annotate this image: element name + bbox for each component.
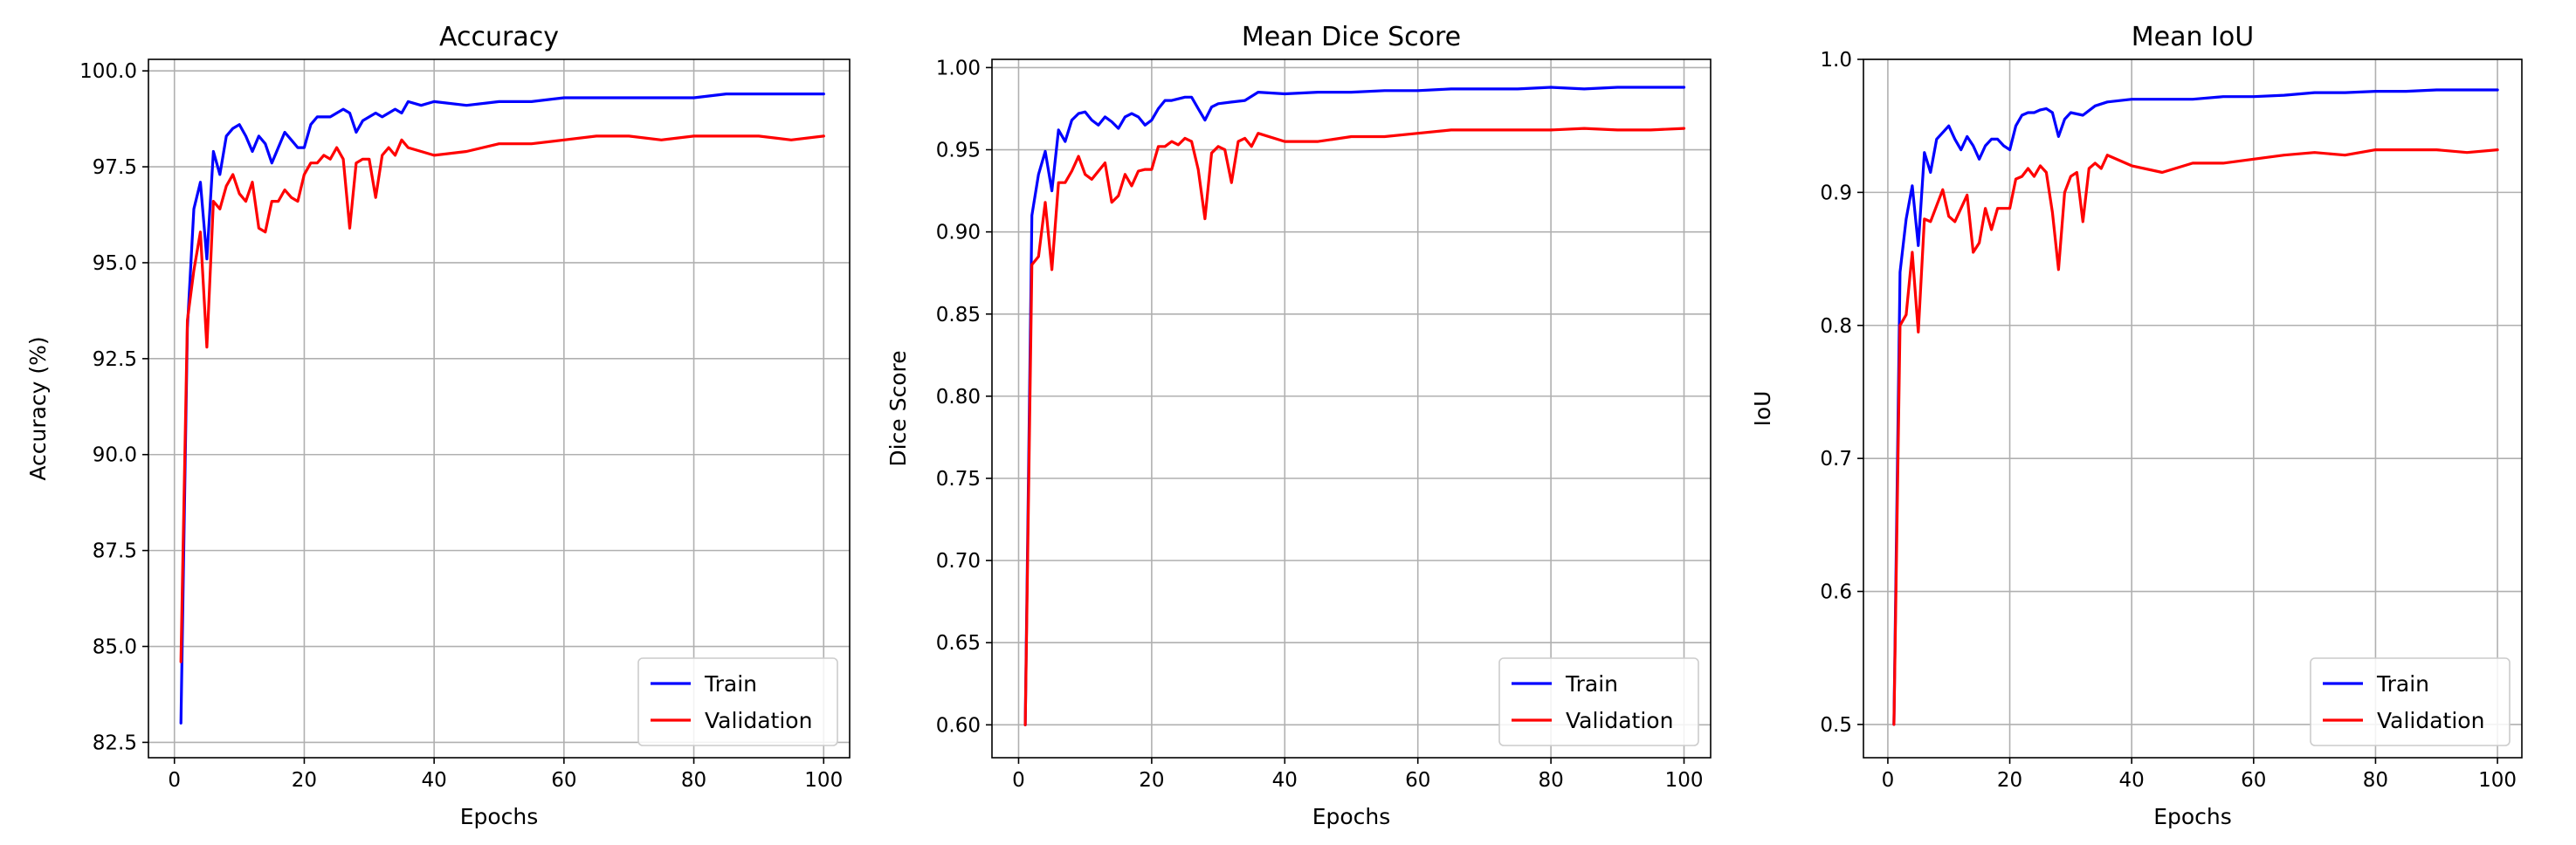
- y-axis-label: Dice Score: [885, 350, 911, 466]
- grid: [992, 59, 1711, 758]
- x-tick-label: 20: [1139, 769, 1164, 792]
- x-axis-label: Epochs: [1312, 804, 1391, 829]
- series-line-train: [1023, 86, 1686, 727]
- series-line-validation: [179, 134, 825, 663]
- y-tick-label: 0.60: [936, 714, 981, 737]
- y-tick-label: 87.5: [93, 540, 137, 563]
- x-tick-label: 100: [804, 769, 843, 792]
- y-tick-label: 0.8: [1820, 315, 1852, 338]
- x-tick-label: 40: [2119, 769, 2145, 792]
- y-tick-label: 0.65: [936, 632, 981, 655]
- y-tick-label: 92.5: [93, 348, 137, 371]
- x-axis-label: Epochs: [460, 804, 539, 829]
- chart-title: Mean IoU: [2132, 22, 2254, 52]
- legend-frame: [1498, 657, 1699, 746]
- y-tick-label: 0.85: [936, 304, 981, 326]
- x-tick-label: 20: [292, 769, 317, 792]
- x-tick-label: 60: [2241, 769, 2266, 792]
- chart-title: Mean Dice Score: [1242, 22, 1461, 52]
- legend-label-validation: Validation: [2377, 708, 2484, 733]
- x-tick-label: 40: [1272, 769, 1298, 792]
- axes-frame: [991, 58, 1712, 759]
- axes-frame: [1863, 58, 2523, 759]
- x-tick-label: 80: [2363, 769, 2388, 792]
- x-tick-label: 60: [1405, 769, 1430, 792]
- y-tick-label: 0.70: [936, 550, 981, 573]
- x-tick-label: 20: [1997, 769, 2022, 792]
- y-tick-label: 0.80: [936, 386, 981, 409]
- y-axis-label: IoU: [1750, 391, 1775, 427]
- x-axis-label: Epochs: [2153, 804, 2232, 829]
- legend-label-train: Train: [1565, 671, 1618, 697]
- y-tick-label: 0.9: [1820, 182, 1852, 204]
- legend-frame: [637, 657, 838, 746]
- x-tick-label: 100: [2478, 769, 2517, 792]
- chart-panel: 0 20 40 60 80 100 82.5 85.0 87.5 90.0 92.5 95.0 97.5…: [25, 22, 851, 829]
- y-tick-label: 0.95: [936, 140, 981, 162]
- x-tick-label: 100: [1665, 769, 1704, 792]
- x-tick-label: 40: [422, 769, 447, 792]
- y-tick-label: 0.90: [936, 222, 981, 244]
- series-line-validation: [1023, 127, 1686, 727]
- series-line-train: [1892, 88, 2499, 726]
- x-tick-label: 60: [551, 769, 576, 792]
- legend-frame: [2310, 657, 2511, 746]
- axes-frame: [148, 58, 851, 759]
- chart-panel: 0 20 40 60 80 100 0.60 0.65 0.70 0.75 0.80 0.85 0.90…: [885, 22, 1712, 829]
- legend-label-train: Train: [2376, 671, 2429, 697]
- x-tick-label: 0: [1882, 769, 1895, 792]
- grid: [148, 59, 850, 758]
- x-tick-label: 0: [168, 769, 181, 792]
- y-tick-label: 95.0: [93, 252, 137, 275]
- y-tick-label: 90.0: [93, 444, 137, 467]
- x-tick-label: 80: [681, 769, 706, 792]
- legend-label-validation: Validation: [1566, 708, 1673, 733]
- y-tick-label: 0.5: [1820, 714, 1852, 737]
- y-tick-label: 82.5: [93, 732, 137, 754]
- legend-label-train: Train: [704, 671, 757, 697]
- legend: Train Validation: [1498, 657, 1699, 746]
- chart-title: Accuracy: [439, 22, 559, 52]
- x-tick-label: 80: [1538, 769, 1563, 792]
- y-axis-label: Accuracy (%): [25, 336, 51, 480]
- series-line-train: [179, 92, 825, 725]
- y-tick-label: 100.0: [79, 60, 137, 83]
- legend: Train Validation: [2310, 657, 2511, 746]
- series-line-validation: [1892, 148, 2499, 726]
- y-tick-label: 85.0: [93, 636, 137, 659]
- legend: Train Validation: [637, 657, 838, 746]
- y-tick-label: 0.7: [1820, 448, 1852, 471]
- legend-label-validation: Validation: [705, 708, 812, 733]
- y-tick-label: 1.00: [936, 57, 981, 79]
- y-tick-label: 1.0: [1820, 49, 1852, 72]
- x-tick-label: 0: [1012, 769, 1025, 792]
- chart-panel: 0 20 40 60 80 100 0.5 0.6 0.7 0.8 0.9 1.0 Mean IoU Ep…: [1750, 22, 2523, 829]
- y-tick-label: 97.5: [93, 156, 137, 179]
- y-tick-label: 0.6: [1820, 581, 1852, 604]
- y-tick-label: 0.75: [936, 468, 981, 491]
